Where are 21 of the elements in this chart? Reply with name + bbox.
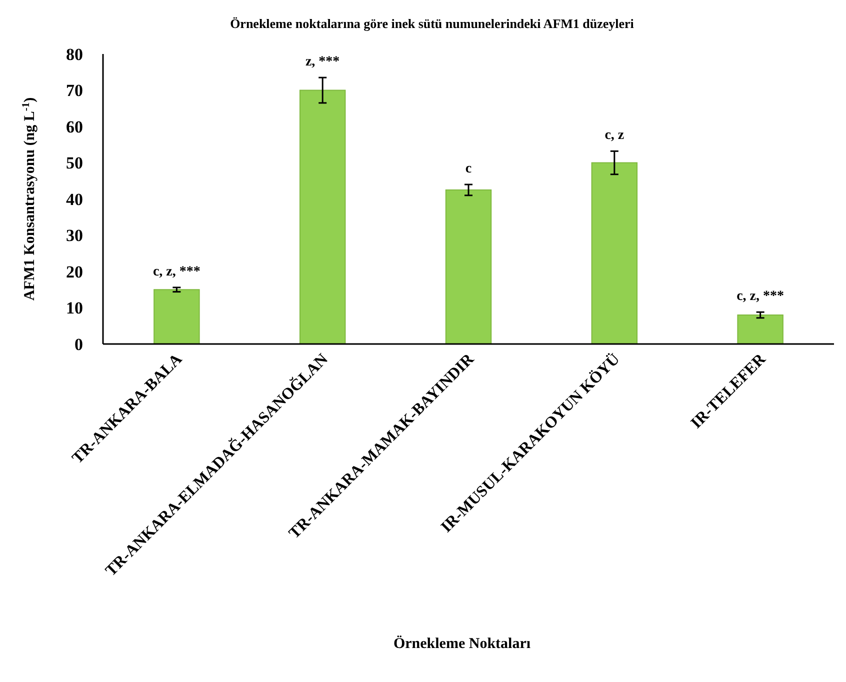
bar — [737, 314, 784, 344]
bar — [445, 189, 492, 344]
y-tick-label: 40 — [66, 190, 83, 209]
bar — [154, 289, 200, 344]
annotation: c, z, *** — [152, 264, 200, 280]
annotation: c — [465, 162, 472, 176]
annotation: c, z — [604, 128, 624, 144]
bar — [299, 90, 346, 344]
y-tick-label: 0 — [74, 334, 83, 354]
chart-title: Örnekleme noktalarına göre inek sütü numunelerindeki AFM1 düzeyleri — [230, 16, 634, 31]
annotation: c, z, *** — [736, 289, 784, 304]
x-axis-title: Örnekleme Noktaları — [393, 635, 531, 652]
y-tick-label: 30 — [66, 226, 83, 246]
bar — [591, 162, 638, 344]
y-tick-label: 60 — [66, 117, 83, 136]
y-tick-label: 80 — [66, 44, 83, 64]
annotation: z, *** — [305, 54, 340, 70]
y-tick-label: 70 — [66, 81, 83, 100]
y-tick-label: 10 — [66, 298, 83, 318]
y-tick-label: 20 — [66, 262, 83, 282]
y-tick-label: 50 — [66, 154, 83, 173]
